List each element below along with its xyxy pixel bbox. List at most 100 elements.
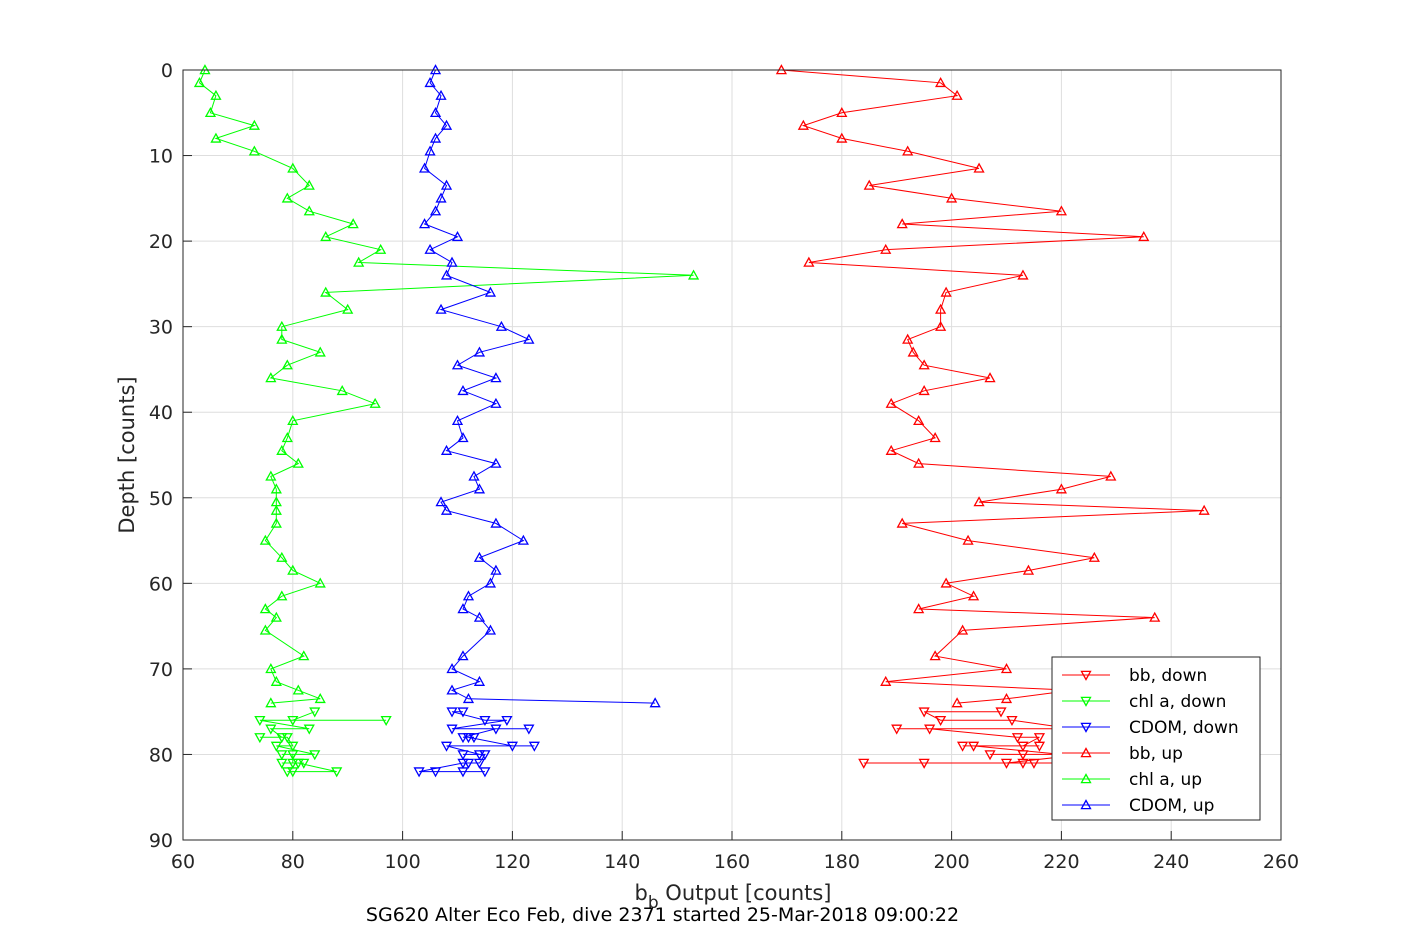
data-point (473, 758, 486, 769)
y-tick-label: 50 (149, 488, 173, 510)
data-point (1022, 564, 1035, 575)
data-point (276, 333, 288, 344)
data-point (435, 89, 447, 100)
data-point (984, 372, 996, 383)
data-point (495, 320, 508, 331)
data-point (270, 611, 282, 622)
data-point (276, 758, 288, 769)
data-point (292, 457, 304, 468)
data-point (424, 243, 436, 254)
legend-label: CDOM, down (1129, 718, 1239, 738)
data-point (490, 397, 502, 408)
data-point (468, 733, 480, 744)
x-axis-label: bb Output [counts] (634, 881, 831, 913)
data-point (490, 517, 502, 528)
axes: 60 80 100 120 140 160 180 200 220 240 260 0 10 20 30 40… (149, 60, 1299, 873)
data-point (457, 650, 469, 661)
data-point (896, 517, 908, 528)
data-point (281, 192, 293, 203)
data-point (935, 303, 947, 314)
data-point (462, 590, 475, 601)
data-point (298, 758, 310, 769)
legend-item: chl a, up (1062, 770, 1202, 790)
data-point (836, 132, 848, 143)
data-point (440, 119, 453, 130)
x-tick-label: 260 (1263, 851, 1299, 873)
data-point (429, 767, 442, 778)
data-point (929, 650, 941, 661)
data-point (523, 724, 535, 735)
data-point (473, 346, 486, 357)
data-point (457, 750, 469, 761)
legend-swatch-marker (1080, 773, 1092, 784)
data-point (259, 624, 271, 635)
data-point (446, 724, 458, 735)
data-point (913, 457, 925, 468)
data-point (907, 346, 919, 357)
data-point (429, 132, 442, 143)
x-tick-label: 60 (171, 851, 195, 873)
data-point (995, 707, 1007, 718)
data-point (1006, 715, 1018, 727)
legend-item: CDOM, down (1062, 718, 1239, 738)
data-point (649, 697, 661, 708)
x-tick-label: 240 (1153, 851, 1189, 873)
data-point (320, 286, 332, 297)
data-point (440, 269, 453, 280)
data-point (435, 192, 447, 203)
data-point (276, 320, 288, 331)
data-point (490, 564, 502, 575)
data-point (424, 76, 436, 88)
data-point (380, 715, 392, 727)
x-axis-label-subscript: b (648, 893, 659, 913)
y-tick-label: 40 (149, 402, 173, 424)
data-point (462, 733, 475, 744)
data-point (210, 89, 222, 100)
legend-item: chl a, down (1062, 692, 1226, 712)
data-point (973, 162, 985, 173)
data-point (270, 504, 282, 515)
data-point (418, 218, 431, 229)
data-point (863, 179, 875, 190)
data-point (880, 675, 892, 686)
legend-label: chl a, up (1129, 770, 1202, 790)
data-point (473, 483, 486, 494)
data-point (281, 767, 293, 778)
data-point (902, 145, 914, 156)
data-point (457, 603, 469, 614)
y-tick-label: 60 (149, 573, 173, 595)
data-point (956, 741, 969, 752)
data-point (265, 724, 277, 735)
data-point (440, 179, 453, 190)
data-point (468, 470, 480, 481)
data-point (287, 162, 299, 173)
series-chl-a-down (254, 707, 392, 778)
data-point (490, 457, 502, 468)
data-point (517, 534, 529, 545)
data-point (891, 724, 903, 735)
data-point (451, 230, 464, 242)
y-axis-label: Depth [counts] (115, 376, 139, 533)
data-point (353, 256, 365, 267)
data-point (479, 715, 491, 727)
data-point (462, 692, 475, 704)
data-point (490, 372, 502, 383)
data-point (193, 76, 206, 88)
data-point (973, 496, 985, 507)
data-point (913, 603, 925, 614)
data-point (281, 733, 293, 744)
plot-box (182, 69, 1282, 841)
legend-label: CDOM, up (1129, 796, 1214, 816)
data-point (298, 650, 310, 661)
data-point (446, 707, 458, 718)
data-point (484, 577, 497, 588)
data-point (956, 624, 969, 635)
x-tick-label: 140 (604, 851, 640, 873)
data-point (484, 286, 497, 297)
data-point (342, 303, 354, 314)
data-point (1055, 205, 1068, 216)
data-point (446, 684, 458, 695)
data-point (918, 758, 930, 769)
data-point (331, 767, 343, 778)
